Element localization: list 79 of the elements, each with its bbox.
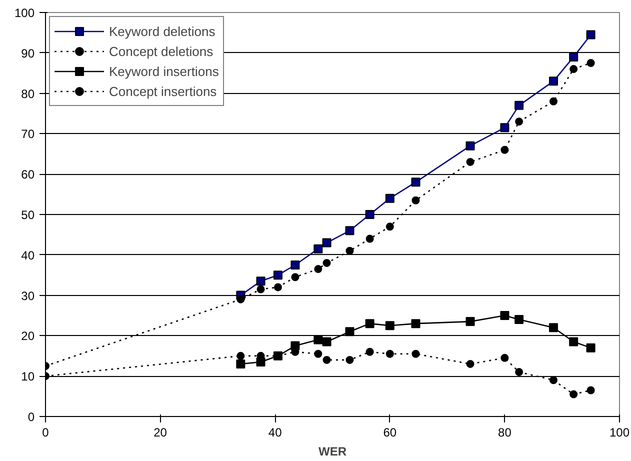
point (500, 123, 510, 132)
point (586, 30, 596, 40)
point (366, 234, 374, 243)
point (548, 76, 558, 86)
point (365, 319, 374, 328)
y-tick-label: 80 (21, 86, 35, 101)
point (386, 350, 394, 358)
point (586, 343, 596, 352)
point (466, 360, 474, 368)
point (346, 246, 354, 255)
y-tick-label: 100 (14, 6, 35, 20)
y-tick-label: 70 (21, 127, 35, 142)
y-tick-label: 50 (21, 208, 35, 222)
point (549, 97, 558, 106)
x-tick-label: 20 (154, 426, 168, 440)
point (586, 386, 595, 394)
point (256, 276, 266, 286)
point (514, 315, 524, 324)
legend-label: Keyword deletions (109, 22, 216, 40)
x-axis-title: WER (318, 444, 347, 458)
point (322, 238, 332, 248)
x-tick-label: 100 (609, 426, 630, 440)
point (236, 295, 245, 304)
point (345, 226, 354, 236)
point (322, 356, 331, 364)
y-tick-label: 0 (28, 410, 35, 424)
point (411, 319, 420, 328)
legend-label: Concept deletions (109, 42, 214, 60)
point (290, 260, 300, 270)
point (466, 158, 474, 166)
point (500, 311, 510, 320)
point (549, 376, 558, 384)
y-tick-label: 60 (21, 168, 35, 182)
point (515, 368, 524, 376)
point (586, 59, 595, 67)
point (412, 196, 420, 204)
point (412, 350, 420, 358)
point (314, 244, 323, 254)
y-tick-label: 30 (21, 288, 35, 303)
x-tick-label: 0 (42, 426, 50, 440)
point (236, 352, 245, 360)
point (385, 321, 394, 330)
point (569, 337, 578, 346)
x-tick-label: 80 (498, 426, 512, 440)
point (314, 350, 322, 358)
point (274, 283, 282, 292)
point (366, 348, 374, 356)
point (236, 359, 246, 368)
point (385, 194, 394, 203)
point (365, 210, 374, 219)
point (548, 323, 558, 332)
point (466, 141, 475, 150)
point (345, 327, 354, 336)
point (322, 258, 331, 267)
y-tick-label: 40 (21, 248, 35, 262)
x-tick-label: 40 (268, 426, 282, 440)
point (569, 52, 578, 62)
legend-label: Keyword insertions (109, 62, 219, 80)
point (314, 335, 323, 344)
point (322, 337, 332, 346)
y-tick-label: 10 (21, 370, 35, 384)
point (570, 390, 578, 398)
point (570, 65, 578, 74)
legend-label: Concept insertions (109, 82, 217, 100)
point (256, 285, 265, 294)
point (500, 354, 509, 362)
point (411, 178, 420, 187)
y-tick-label: 20 (21, 329, 35, 344)
point (500, 146, 509, 154)
point (514, 100, 524, 110)
point (314, 265, 322, 274)
x-tick-label: 60 (383, 426, 397, 440)
y-tick-label: 90 (21, 46, 35, 60)
point (386, 222, 394, 231)
point (346, 356, 354, 364)
point (466, 317, 475, 326)
point (515, 118, 524, 126)
point (291, 273, 300, 282)
point (273, 270, 282, 280)
